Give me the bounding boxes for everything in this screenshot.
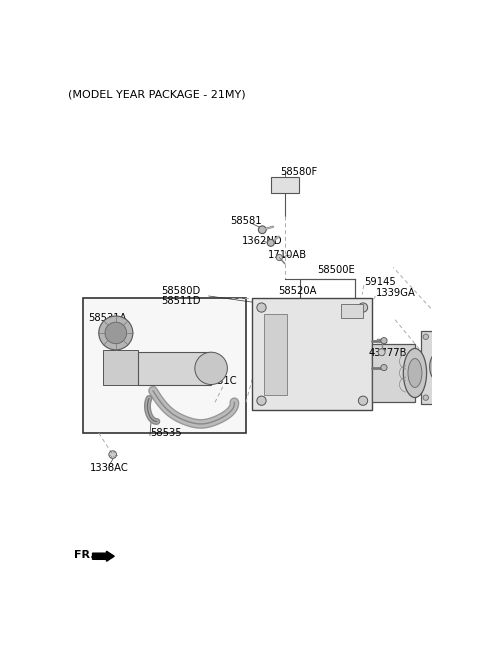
Text: 1339GA: 1339GA bbox=[376, 288, 416, 298]
Bar bbox=[103, 350, 137, 384]
Circle shape bbox=[451, 334, 456, 340]
Circle shape bbox=[423, 334, 429, 340]
Text: 58511D: 58511D bbox=[161, 296, 200, 306]
Text: 1362ND: 1362ND bbox=[242, 236, 283, 246]
Bar bbox=[264, 313, 287, 395]
Circle shape bbox=[257, 303, 266, 312]
Bar bbox=[421, 330, 458, 404]
Circle shape bbox=[359, 303, 368, 312]
Text: 58580D: 58580D bbox=[161, 286, 200, 296]
Circle shape bbox=[258, 226, 266, 234]
Circle shape bbox=[451, 395, 456, 400]
FancyArrow shape bbox=[93, 551, 114, 561]
Ellipse shape bbox=[408, 359, 422, 388]
Bar bbox=[137, 352, 211, 384]
Ellipse shape bbox=[430, 351, 450, 382]
Circle shape bbox=[257, 396, 266, 405]
Circle shape bbox=[381, 365, 387, 371]
Circle shape bbox=[378, 349, 385, 355]
Bar bbox=[83, 298, 246, 433]
Bar bbox=[271, 177, 299, 193]
Text: 58581: 58581 bbox=[230, 216, 262, 226]
Ellipse shape bbox=[403, 348, 427, 397]
Circle shape bbox=[423, 395, 429, 400]
Text: (MODEL YEAR PACKAGE - 21MY): (MODEL YEAR PACKAGE - 21MY) bbox=[68, 89, 245, 100]
Bar bbox=[252, 298, 372, 410]
Text: 58520A: 58520A bbox=[278, 286, 317, 296]
Text: 1338AC: 1338AC bbox=[89, 463, 128, 472]
Text: 58531A: 58531A bbox=[88, 313, 126, 323]
Circle shape bbox=[195, 352, 228, 384]
Text: FR.: FR. bbox=[74, 550, 95, 560]
Circle shape bbox=[359, 396, 368, 405]
Text: 43777B: 43777B bbox=[369, 348, 407, 358]
Bar bbox=[372, 344, 415, 402]
Bar bbox=[137, 361, 147, 373]
Circle shape bbox=[99, 316, 133, 350]
Circle shape bbox=[276, 254, 282, 261]
Bar bbox=[341, 304, 363, 318]
Text: 58580F: 58580F bbox=[280, 167, 317, 177]
Circle shape bbox=[267, 239, 274, 246]
Circle shape bbox=[109, 451, 117, 459]
Text: 59631C: 59631C bbox=[198, 376, 237, 386]
Text: 58535: 58535 bbox=[150, 428, 181, 438]
Circle shape bbox=[105, 322, 127, 344]
Text: 58500E: 58500E bbox=[317, 265, 355, 275]
Text: 1710AB: 1710AB bbox=[268, 250, 307, 260]
Circle shape bbox=[381, 338, 387, 344]
Text: 59145: 59145 bbox=[364, 277, 396, 287]
